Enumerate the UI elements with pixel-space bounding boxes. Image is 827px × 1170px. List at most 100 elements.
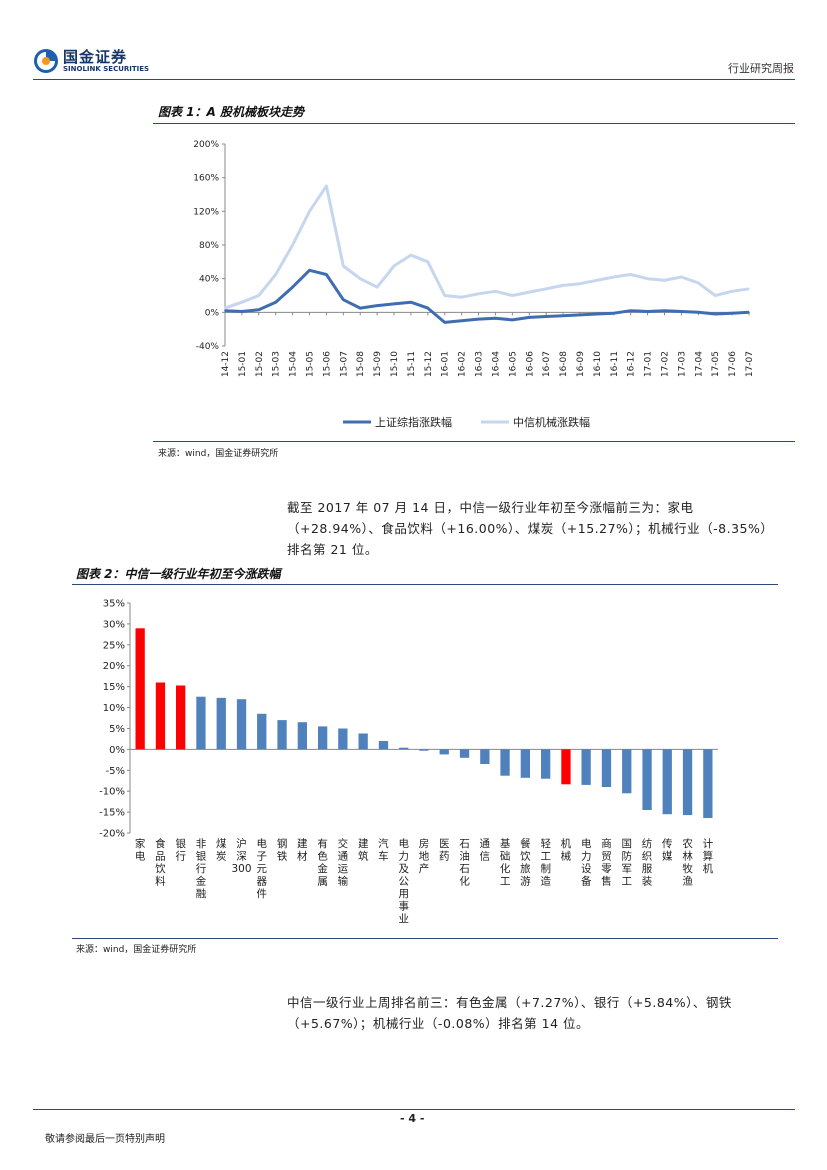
figure1-point	[511, 294, 514, 297]
figure2-category-char: 汽	[378, 837, 389, 850]
figure2-category-char: 计	[703, 837, 714, 850]
figure2-category-char: 工	[500, 876, 511, 888]
paragraph1-line1: 截至 2017 年 07 月 14 日，中信一级行业年初至今涨幅前三为：家电	[287, 500, 694, 515]
figure2-category-char: 及	[398, 863, 409, 875]
report-type: 行业研究周报	[728, 62, 794, 75]
figure2-category-char: 房	[419, 837, 430, 850]
figure1-point	[629, 309, 632, 312]
figure2-bottom-rule	[72, 938, 778, 939]
figure2-category-char: 材	[297, 850, 308, 863]
figure2-y-tick-label: 15%	[103, 682, 125, 693]
figure1-point	[629, 273, 632, 276]
figure2-y-tick-label: 30%	[103, 619, 125, 630]
figure2-category-char: 药	[439, 851, 450, 863]
figure2-category-char: 深	[236, 851, 247, 863]
figure2-chart: 35%30%25%20%15%10%5%0%-5%-10%-15%-20% 家电…	[99, 599, 718, 925]
paragraph2-line2: （+5.67%）；机械行业（-0.08%）排名第 14 位。	[287, 1016, 590, 1031]
figure2-y-tick-label: -10%	[99, 787, 125, 798]
paragraph1-line3: 排名第 21 位。	[287, 542, 378, 557]
figure1-legend: 上证综指涨跌幅 中信机械涨跌幅	[343, 415, 590, 429]
figure1-x-tick-label: 16-12	[627, 351, 637, 377]
figure2-category-char: 石	[459, 863, 470, 875]
figure2-y-tick-label: 35%	[103, 599, 125, 610]
figure1-point	[376, 304, 378, 307]
figure2-y-tick-label: 0%	[109, 745, 125, 756]
figure1-point	[477, 318, 480, 320]
figure1-x-tick-label: 16-06	[525, 351, 535, 377]
figure1-point	[477, 293, 480, 295]
figure2-category-char: 银	[196, 850, 207, 863]
paragraph2-line1: 中信一级行业上周排名前三：有色金属（+7.27%）、银行（+5.84%）、钢铁	[287, 995, 732, 1010]
figure1-point	[308, 210, 311, 213]
figure1-point	[731, 312, 733, 314]
figure2-category-char: 传	[662, 838, 673, 850]
figure1-x-tick-label: 15-08	[356, 351, 366, 377]
figure1-x-tick-label: 17-05	[711, 351, 721, 377]
figure2-category-char: 品	[155, 851, 166, 863]
figure2-category-char: 交	[338, 837, 349, 850]
figure1-x-tick-label: 15-09	[373, 351, 383, 377]
figure1-top-rule	[153, 123, 795, 124]
figure1-x-tick-label: 17-04	[694, 351, 704, 377]
figure2-category-char: 餐	[520, 837, 531, 850]
figure1-x-tick-label: 16-08	[559, 351, 569, 377]
figure2-category-char: 银	[175, 837, 186, 850]
figure1-point	[494, 317, 497, 320]
figure2-category-char: 属	[317, 876, 328, 888]
figure2-y-tick-label: -5%	[106, 766, 125, 777]
figure1-point	[528, 291, 531, 293]
figure2-category-char: 信	[480, 851, 491, 863]
figure2-bar	[236, 699, 247, 750]
figure2-category-char: 工	[540, 851, 551, 863]
figure2-category-char: 军	[622, 863, 633, 875]
figure2-bar	[642, 749, 652, 810]
figure1-point	[494, 290, 497, 293]
figure2-bar	[439, 749, 449, 755]
figure1-x-tick-label: 15-02	[255, 351, 265, 377]
figure2-bar	[520, 749, 530, 778]
figure1-x-tick-label: 17-02	[660, 351, 670, 377]
figure1-point	[258, 309, 260, 311]
figure2-category-char: 铁	[277, 850, 288, 863]
figure2-category-char: 牧	[682, 862, 693, 875]
figure1-x-tick-label: 16-03	[475, 351, 485, 377]
figure2-y-tick-label: 5%	[109, 724, 125, 735]
figure2-bar	[176, 685, 186, 750]
figure1-x-tick-label: 16-09	[576, 351, 586, 377]
figure2-category-char: 旅	[520, 862, 531, 875]
page-number: - 4 -	[400, 1112, 425, 1125]
figure1-point	[410, 254, 412, 256]
header-divider	[33, 79, 795, 80]
figure2-category-char: 化	[459, 875, 470, 888]
figure2-y-tick-label: -15%	[99, 808, 125, 819]
figure1-chart: 200% 160% 120% 80% 40% 0% -40%14-12 15-01 15-02 1…	[193, 140, 755, 429]
figure2-bar	[399, 747, 409, 750]
figure1-point	[680, 276, 683, 278]
figure2-category-char: 产	[419, 862, 430, 875]
figure2-category-char: 制	[540, 862, 551, 875]
paragraph-weekly-summary: 中信一级行业上周排名前三：有色金属（+7.27%）、银行（+5.84%）、钢铁 …	[287, 992, 732, 1034]
figure1-point	[596, 313, 598, 315]
figure2-bar	[541, 749, 551, 779]
figure1-point	[579, 282, 581, 285]
figure2-category-char: 商	[601, 837, 612, 850]
figure2-category-char: 设	[581, 863, 592, 875]
figure2-category-char: 化	[500, 862, 511, 875]
figure1-point	[528, 316, 531, 319]
figure2-category-char: 服	[642, 863, 653, 875]
figure2-category-char: 农	[682, 837, 693, 850]
figure1-point	[545, 287, 547, 290]
figure2-category-char: 非	[196, 838, 207, 850]
figure2-category-char: 食	[155, 837, 166, 850]
figure2-bar	[622, 749, 632, 794]
figure2-category-char: 钢	[277, 837, 288, 850]
figure1-point	[697, 282, 700, 284]
figure1-series-line-shanghai	[224, 268, 750, 324]
figure1-legend-label: 上证综指涨跌幅	[375, 415, 452, 429]
figure1-point	[612, 312, 615, 314]
figure2-category-char: 建	[297, 837, 308, 850]
figure2-category-char: 运	[338, 863, 349, 875]
figure1-point	[291, 244, 294, 246]
figure1-point	[258, 294, 260, 297]
figure2-bar	[216, 697, 226, 750]
